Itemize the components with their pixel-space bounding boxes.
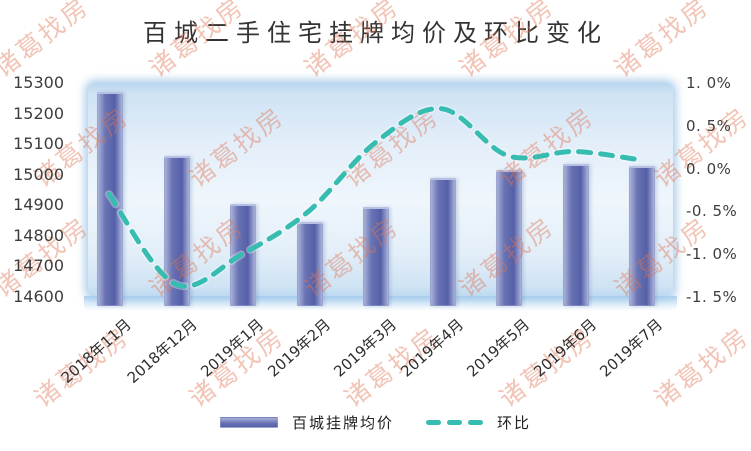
left-axis-tick-14900: 14900 xyxy=(13,195,64,215)
mom-change-line xyxy=(106,106,644,289)
mom-change-line xyxy=(105,104,645,291)
right-axis-tick-0: 0. 0% xyxy=(686,159,732,178)
legend-line-label: 环比 xyxy=(497,413,532,432)
left-axis-tick-15100: 15100 xyxy=(13,134,64,154)
chart-title: 百城二手住宅挂牌均价及环比变化 xyxy=(143,19,608,47)
bar-2018年12月 xyxy=(163,156,190,306)
bar-2019年6月 xyxy=(562,164,589,306)
left-axis-tick-15300: 15300 xyxy=(13,73,64,92)
left-axis-tick-14600: 14600 xyxy=(13,287,64,306)
x-axis-label-2018年12月: 2018年12月 xyxy=(123,315,201,388)
right-axis-tick-1: 1. 0% xyxy=(686,74,732,92)
left-axis-tick-14800: 14800 xyxy=(13,225,64,245)
x-axis-label-2019年5月: 2019年5月 xyxy=(463,315,534,381)
left-axis-tick-15000: 15000 xyxy=(13,164,64,184)
right-axis-tick--1.5: -1. 5% xyxy=(686,288,738,306)
right-axis-tick--0.5: -0. 5% xyxy=(686,202,738,221)
legend-dash-segment xyxy=(468,419,483,425)
x-axis-label-2019年4月: 2019年4月 xyxy=(397,315,467,381)
right-axis-tick-0.5: 0. 5% xyxy=(686,116,732,135)
x-axis-label-2019年6月: 2019年6月 xyxy=(530,315,600,381)
bar-2019年4月 xyxy=(429,177,456,306)
bar-2019年5月 xyxy=(496,170,522,306)
left-axis-tick-14700: 14700 xyxy=(13,256,64,276)
left-axis-tick-15200: 15200 xyxy=(13,103,64,123)
bar-2019年2月 xyxy=(296,222,323,306)
legend-line-swatch xyxy=(426,419,483,425)
bar-2019年3月 xyxy=(363,206,389,306)
legend-bar-swatch xyxy=(219,416,278,428)
momentum-line-layer xyxy=(105,104,645,291)
x-axis-label-2019年3月: 2019年3月 xyxy=(330,315,401,381)
x-axis-label-2018年11月: 2018年11月 xyxy=(57,315,135,388)
legend-dash-segment xyxy=(447,419,462,425)
x-axis-label-2019年7月: 2019年7月 xyxy=(596,315,667,381)
right-axis-tick--1: -1. 0% xyxy=(686,245,738,264)
legend-bar-label: 百城挂牌均价 xyxy=(291,413,394,432)
x-axis-label-2019年1月: 2019年1月 xyxy=(197,315,268,381)
legend: 百城挂牌均价 环比 xyxy=(0,409,751,435)
bar-2019年7月 xyxy=(629,165,655,306)
legend-dash-segment xyxy=(426,419,441,425)
x-axis-label-2019年2月: 2019年2月 xyxy=(264,315,334,381)
